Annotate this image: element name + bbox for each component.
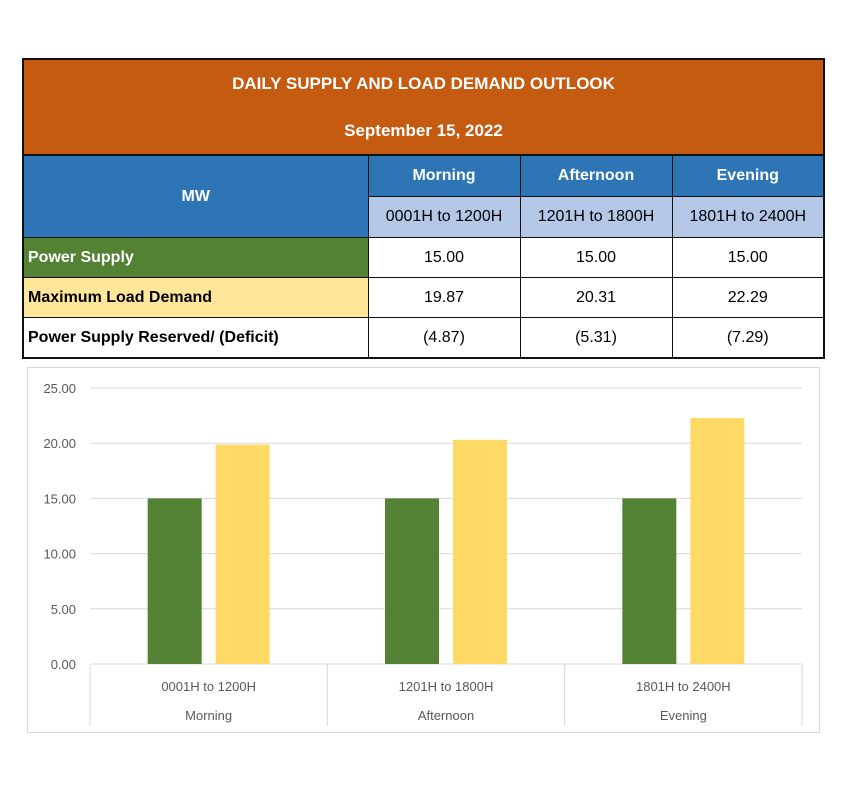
corner-header: MW [22, 154, 369, 238]
cell: 22.29 [671, 277, 825, 318]
range-header: 0001H to 1200H [367, 196, 521, 238]
bar-chart: 0.00 5.00 10.00 15.00 20.00 25.00 0001H to 120… [27, 367, 820, 733]
cell: (4.87) [367, 317, 521, 359]
y-tick-label: 10.00 [43, 547, 76, 562]
cell: (5.31) [519, 317, 673, 359]
outlook-table: DAILY SUPPLY AND LOAD DEMAND OUTLOOK Sep… [22, 58, 825, 359]
x-tick-label: 1801H to 2400H [636, 679, 731, 694]
period-header: Evening [671, 154, 825, 197]
table-row: Power Supply 15.00 15.00 15.00 [22, 237, 825, 278]
row-label: Power Supply [22, 237, 369, 278]
x-group-label: Morning [185, 708, 232, 723]
cell: (7.29) [671, 317, 825, 359]
bar [622, 498, 677, 664]
period-header: Morning [367, 154, 521, 197]
bar [385, 498, 439, 664]
range-header: 1201H to 1800H [519, 196, 673, 238]
range-header: 1801H to 2400H [671, 196, 825, 238]
table-row: Maximum Load Demand 19.87 20.31 22.29 [22, 277, 825, 318]
x-tick-label: 0001H to 1200H [161, 679, 256, 694]
cell: 15.00 [367, 237, 521, 278]
cell: 15.00 [671, 237, 825, 278]
y-tick-label: 25.00 [43, 381, 76, 396]
y-tick-label: 15.00 [43, 491, 76, 506]
bar [147, 498, 202, 664]
period-header: Afternoon [519, 154, 673, 197]
row-label: Power Supply Reserved/ (Deficit) [22, 317, 369, 359]
cell: 20.31 [519, 277, 673, 318]
chart-svg: 0.00 5.00 10.00 15.00 20.00 25.00 0001H to 120… [43, 381, 803, 726]
y-tick-label: 0.00 [51, 657, 76, 672]
x-group-label: Afternoon [418, 708, 474, 723]
table-row: Power Supply Reserved/ (Deficit) (4.87) … [22, 317, 825, 359]
bar [453, 439, 507, 664]
table-title: DAILY SUPPLY AND LOAD DEMAND OUTLOOK [232, 74, 615, 93]
bar [690, 417, 745, 664]
row-label: Maximum Load Demand [22, 277, 369, 318]
table-date: September 15, 2022 [344, 121, 503, 140]
bar [215, 444, 270, 664]
table-title-cell: DAILY SUPPLY AND LOAD DEMAND OUTLOOK Sep… [22, 58, 825, 156]
cell: 19.87 [367, 277, 521, 318]
cell: 15.00 [519, 237, 673, 278]
x-tick-label: 1201H to 1800H [399, 679, 494, 694]
y-tick-label: 5.00 [51, 602, 76, 617]
x-group-label: Evening [660, 708, 707, 723]
y-tick-label: 20.00 [43, 436, 76, 451]
